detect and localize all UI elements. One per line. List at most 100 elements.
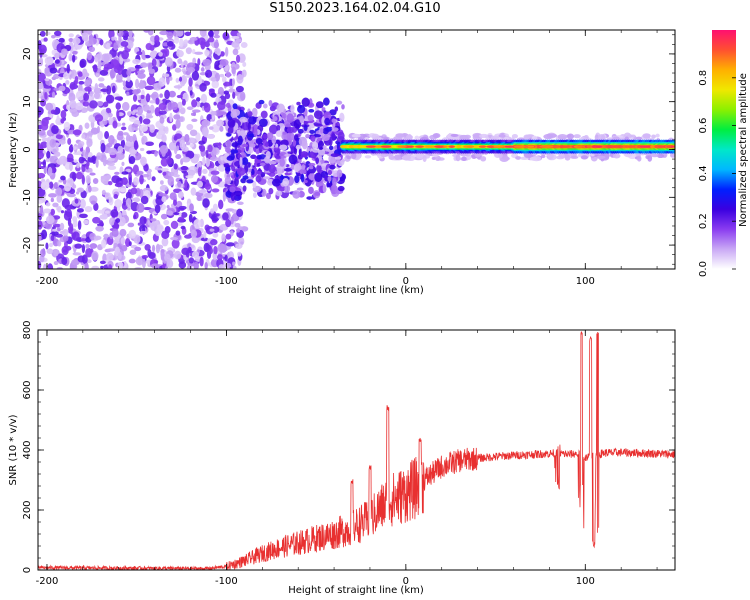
spectrogram-cell bbox=[231, 78, 236, 87]
spectrogram-cell bbox=[38, 199, 43, 204]
spectrogram-cell bbox=[539, 145, 551, 148]
spectrogram-cell bbox=[195, 132, 201, 142]
spectrogram-cell bbox=[195, 97, 201, 102]
spectrogram-cell bbox=[115, 218, 121, 223]
spectrogram-cell bbox=[167, 176, 175, 187]
spectrogram-cell bbox=[111, 175, 121, 184]
spectrogram-cell bbox=[191, 99, 198, 108]
spectrogram-cell bbox=[99, 39, 104, 46]
spectrogram-cell bbox=[86, 138, 93, 147]
spectrogram-cell bbox=[88, 151, 93, 158]
spectrogram-cell bbox=[128, 30, 133, 38]
spectrogram-cell bbox=[498, 133, 506, 138]
spectrogram-cell bbox=[114, 199, 123, 208]
spectrogram-cell bbox=[84, 79, 91, 87]
spectrogram-cell bbox=[190, 112, 196, 116]
spectrogram-cell bbox=[637, 155, 642, 162]
spectrogram-cell bbox=[271, 135, 277, 145]
spectrogram-cell bbox=[95, 73, 100, 78]
spectrogram-cell bbox=[277, 168, 283, 177]
spectrogram-cell bbox=[174, 133, 183, 140]
spectrogram-cell bbox=[364, 155, 372, 159]
spectrogram-cell bbox=[142, 55, 146, 61]
spectrogram-cell bbox=[189, 90, 193, 96]
spectrogram-cell bbox=[127, 207, 131, 211]
spectrogram-cell bbox=[213, 246, 218, 255]
spectrogram-cell bbox=[174, 36, 180, 44]
spectrogram-cell bbox=[75, 171, 84, 180]
spectrogram-cell bbox=[402, 154, 411, 161]
spectrogram-cell bbox=[309, 129, 315, 134]
spectrogram-cell bbox=[109, 68, 116, 79]
spectrogram-cell bbox=[219, 51, 225, 57]
spectrogram-cell bbox=[275, 190, 283, 197]
spectrogram-cell bbox=[131, 123, 139, 128]
spectrogram-cell bbox=[61, 48, 68, 56]
spectrogram-cell bbox=[268, 164, 276, 174]
spectrogram-cell bbox=[73, 264, 78, 269]
spectrogram-cell bbox=[642, 133, 651, 139]
spectrogram-cell bbox=[38, 106, 44, 116]
spectrogram-cell bbox=[196, 101, 201, 108]
spectrogram-cell bbox=[293, 119, 302, 129]
spectrogram-cell bbox=[159, 184, 168, 192]
spectrogram-cell bbox=[225, 233, 232, 240]
spectrogram-cell bbox=[93, 202, 99, 211]
spectrogram-cell bbox=[236, 167, 246, 176]
spectrogram-cell bbox=[218, 111, 227, 116]
spectrogram-cell bbox=[281, 113, 287, 119]
spectrogram-cell bbox=[111, 85, 116, 94]
spectrogram-cell bbox=[175, 118, 181, 129]
spectrogram-cell bbox=[41, 229, 48, 240]
spectrogram-cell bbox=[197, 180, 203, 188]
spectrogram-cell bbox=[68, 38, 74, 43]
spectrogram-cell bbox=[351, 133, 361, 138]
spectrogram-cell bbox=[173, 163, 178, 170]
spectrogram-cell bbox=[210, 170, 220, 176]
spectrogram-cell bbox=[257, 115, 262, 120]
spectrogram-cell bbox=[207, 30, 214, 37]
spectrogram-cell bbox=[230, 191, 236, 202]
spectrogram-cell bbox=[187, 39, 195, 45]
spectrogram-cell bbox=[145, 141, 154, 147]
spectrogram-cell bbox=[268, 187, 274, 195]
spectrogram-cell bbox=[108, 196, 114, 206]
spectrogram-cell bbox=[328, 145, 334, 151]
spectrogram-cell bbox=[146, 150, 152, 155]
spectrogram-cell bbox=[219, 244, 227, 253]
spectrogram-cell bbox=[100, 265, 104, 269]
spectrogram-cell bbox=[303, 124, 308, 132]
spectrogram-cell bbox=[247, 121, 251, 132]
spectrogram-cell bbox=[667, 145, 672, 148]
spectrogram-cell bbox=[300, 151, 309, 158]
spectrogram-cell bbox=[177, 216, 185, 223]
spectrogram-cell bbox=[164, 57, 173, 67]
snr-x-tick-label: 0 bbox=[403, 576, 409, 587]
spectrogram-cell bbox=[128, 156, 136, 165]
spectrogram-cell bbox=[106, 248, 115, 252]
spectrogram-cell bbox=[49, 242, 54, 248]
spectrogram-cell bbox=[38, 160, 42, 169]
spectrogram-cell bbox=[397, 145, 407, 148]
spectrogram-cell bbox=[171, 238, 180, 249]
spectrogram-cell bbox=[288, 154, 298, 165]
spectrogram-cell bbox=[461, 156, 467, 162]
spectrogram-cell bbox=[297, 104, 306, 114]
spectrogram-cell bbox=[274, 155, 281, 159]
spectrogram-cell bbox=[74, 75, 79, 85]
spectrogram-cell bbox=[119, 228, 127, 237]
spectrogram-cell bbox=[38, 89, 41, 99]
spectrogram-cell bbox=[193, 219, 202, 229]
spectrogram-cell bbox=[241, 157, 249, 166]
spectrogram-cell bbox=[105, 94, 115, 104]
spectrogram-cell bbox=[304, 177, 312, 187]
spectrogram-cell bbox=[422, 155, 427, 163]
spectrogram-cell bbox=[95, 53, 103, 62]
spectrogram-cell bbox=[459, 135, 470, 142]
spectrogram-cell bbox=[225, 46, 229, 57]
spectrogram-cell bbox=[173, 250, 182, 260]
spectrogram-cell bbox=[52, 228, 58, 232]
spectrogram-cell bbox=[77, 143, 83, 149]
spectrogram-cell bbox=[133, 197, 141, 203]
spectrogram-cell bbox=[296, 101, 301, 106]
